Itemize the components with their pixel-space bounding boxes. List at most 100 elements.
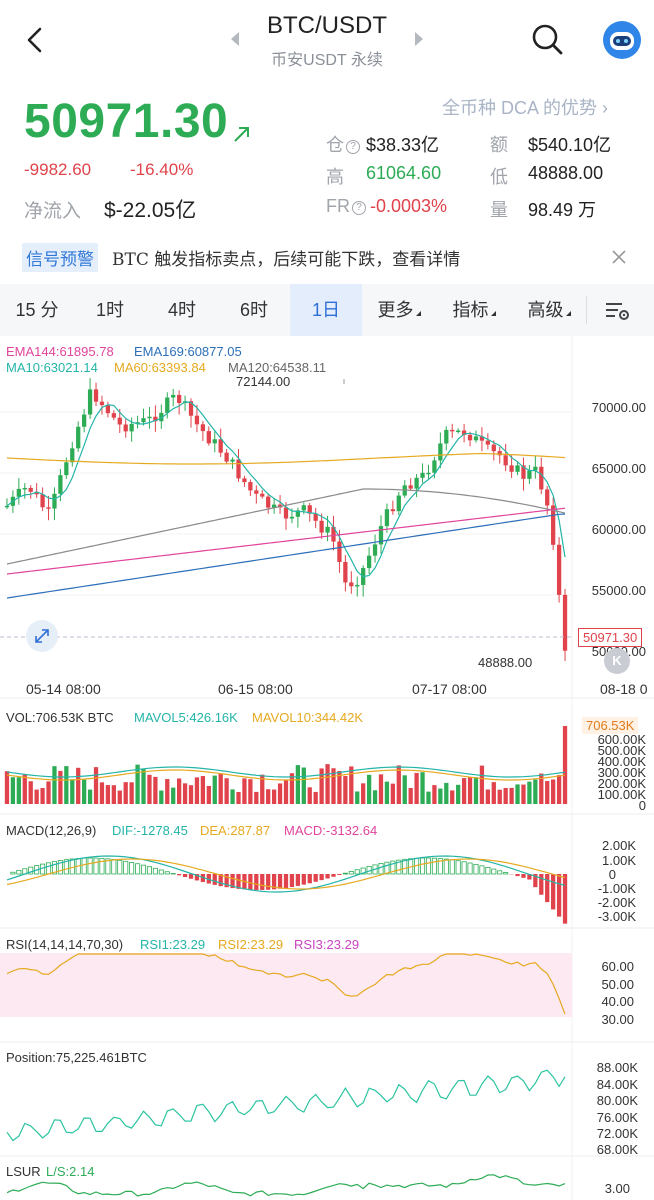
- macd-bar: [194, 874, 200, 881]
- date-label: 05-14 08:00: [26, 681, 101, 697]
- high-value: 61064.60: [366, 163, 442, 183]
- volume-bar: [313, 791, 318, 804]
- macd-bar: [164, 871, 170, 875]
- pair-title[interactable]: BTC/USDT: [267, 12, 387, 39]
- volume-bar: [46, 781, 51, 804]
- candle-body: [230, 459, 235, 462]
- robot-assistant-icon[interactable]: [602, 20, 642, 60]
- volume-bar: [539, 773, 544, 804]
- candle-body: [479, 436, 485, 441]
- candle-body: [432, 460, 437, 473]
- macd-bar: [551, 874, 556, 910]
- position-y-tick: 84.00K: [596, 1077, 638, 1092]
- low-label: 低: [490, 167, 508, 187]
- volume-bar: [135, 764, 140, 804]
- candle-body: [331, 526, 336, 542]
- amount-label: 额: [490, 135, 508, 155]
- ema144-line: [6, 507, 566, 575]
- position-y-tick: 88.00K: [596, 1060, 638, 1075]
- volume-bar: [408, 787, 413, 804]
- macd-bar: [467, 862, 473, 875]
- macd-bar: [158, 869, 164, 875]
- candle-body: [515, 465, 520, 472]
- lsur-ratio-label: L/S:2.14: [46, 1164, 95, 1179]
- dca-advantage-link[interactable]: 全币种 DCA 的优势 ›: [442, 98, 609, 118]
- candle-body: [390, 509, 396, 512]
- macd-bar: [57, 860, 63, 875]
- tab-divider: [586, 296, 587, 324]
- volume-bar: [444, 782, 449, 804]
- tab-6h[interactable]: 6时: [239, 300, 268, 320]
- vol-y-tick: 400.00K: [597, 754, 646, 769]
- candle-body: [194, 415, 200, 425]
- macd-bar: [81, 857, 87, 875]
- open-interest-label[interactable]: 仓?: [326, 131, 360, 157]
- candle-body: [153, 416, 158, 422]
- volume-bar: [64, 766, 69, 804]
- candle-body: [117, 417, 122, 425]
- trend-arrow-icon: [234, 127, 249, 142]
- macd-bar: [425, 857, 432, 875]
- funding-rate-label[interactable]: FR?: [326, 196, 366, 217]
- candle-body: [236, 459, 241, 479]
- net-inflow-value: $-22.05亿: [104, 199, 197, 222]
- volume-bar: [366, 774, 372, 804]
- macd-bar: [140, 864, 147, 875]
- help-icon[interactable]: ?: [352, 201, 366, 215]
- next-pair-icon[interactable]: [412, 30, 426, 48]
- alert-text[interactable]: BTC 触发指标卖点，后续可能下跌，查看详情: [112, 250, 461, 270]
- k-line-icon[interactable]: K: [604, 648, 630, 674]
- tab-indicators[interactable]: 指标: [436, 284, 512, 336]
- macd-bar: [212, 874, 217, 885]
- rsi3-label: RSI3:23.29: [294, 937, 360, 952]
- candle-body: [539, 466, 544, 490]
- candle-body: [165, 397, 170, 413]
- tab-more[interactable]: 更多: [362, 284, 436, 336]
- lsur-label: LSUR: [6, 1164, 41, 1179]
- help-icon[interactable]: ?: [346, 140, 360, 154]
- candle-body: [414, 477, 419, 489]
- volume-bar: [159, 790, 164, 804]
- volume-bar: [93, 767, 99, 804]
- signal-alert-banner[interactable]: 信号预警 BTC 触发指标卖点，后续可能下跌，查看详情: [0, 238, 654, 274]
- low-marker: 48888.00: [478, 655, 533, 670]
- date-label: 06-15 08:00: [218, 681, 293, 697]
- close-icon[interactable]: [610, 248, 628, 266]
- position-y-tick: 76.00K: [596, 1110, 638, 1125]
- tab-4h[interactable]: 4时: [167, 300, 196, 320]
- kline-chart-area[interactable]: EMA144:61895.78 EMA169:60877.05 MA10:630…: [0, 336, 654, 1200]
- back-arrow-icon[interactable]: [20, 24, 50, 56]
- expand-icon[interactable]: [26, 620, 58, 652]
- candle-body: [16, 488, 21, 497]
- prev-pair-icon[interactable]: [228, 30, 242, 48]
- tab-15m[interactable]: 15 分: [15, 300, 59, 320]
- lsur-line: [6, 1174, 566, 1197]
- macd-bar: [331, 874, 336, 877]
- tab-1h[interactable]: 1时: [95, 300, 124, 320]
- candle-body: [141, 418, 146, 423]
- vol-y-tick: 0: [638, 798, 646, 813]
- volume-bar: [248, 779, 253, 804]
- candle-body: [64, 462, 69, 476]
- chart-settings-icon[interactable]: [604, 300, 630, 322]
- candle-body: [283, 507, 289, 519]
- candle-body: [384, 509, 390, 527]
- search-icon[interactable]: [530, 22, 564, 56]
- macd-bar: [556, 874, 562, 917]
- candle-body: [212, 439, 217, 444]
- tab-advanced[interactable]: 高级: [512, 284, 586, 336]
- volume-bar: [224, 778, 229, 804]
- rsi2-label: RSI2:23.29: [218, 937, 284, 952]
- candle-body: [242, 478, 247, 483]
- macd-bar: [206, 874, 211, 884]
- tab-1d[interactable]: 1日: [290, 284, 362, 336]
- candle-body: [562, 594, 568, 651]
- kline-chart-canvas[interactable]: [0, 336, 654, 1200]
- open-interest-value: $38.33亿: [366, 135, 440, 155]
- candle-body: [70, 448, 75, 463]
- candle-body: [556, 544, 562, 595]
- macd-bar: [295, 874, 301, 886]
- candle-body: [188, 401, 194, 416]
- volume-bar: [319, 768, 324, 804]
- macd-y-tick: -2.00K: [597, 895, 636, 910]
